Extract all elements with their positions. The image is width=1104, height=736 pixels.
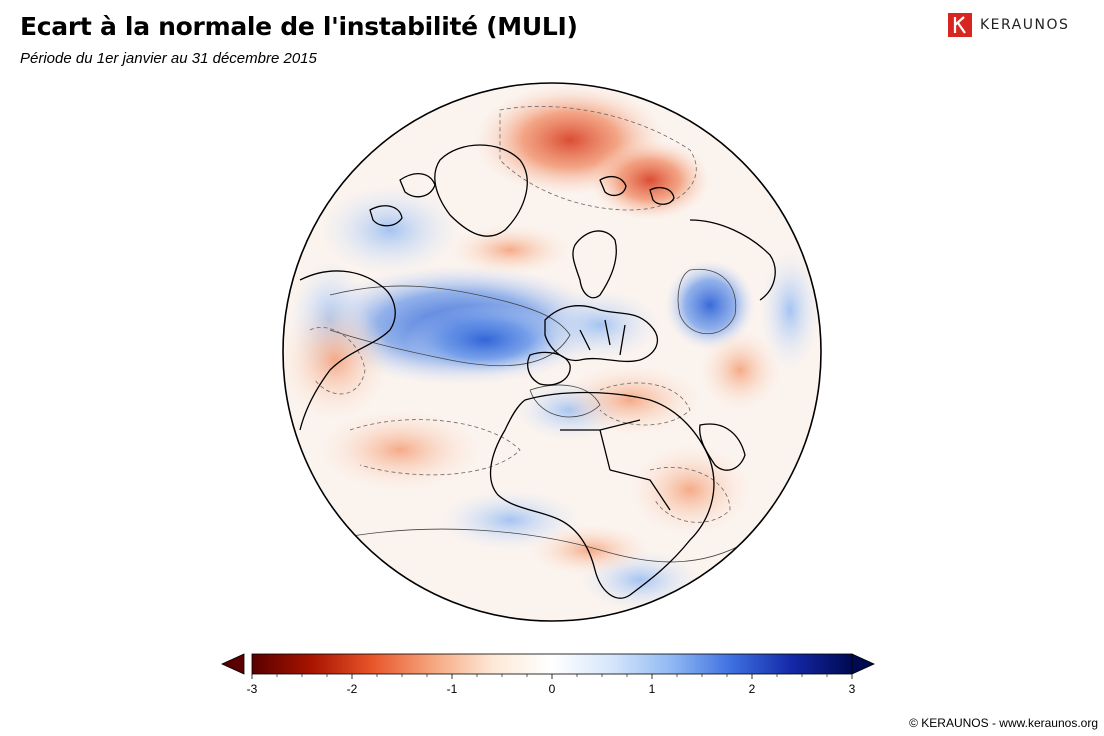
map-title: Ecart à la normale de l'instabilité (MUL… — [20, 12, 578, 41]
brand-name: KERAUNOS — [980, 17, 1070, 33]
colorbar-tick-label: 3 — [849, 682, 856, 696]
brand-logo: KERAUNOS — [948, 12, 1069, 38]
colorbar-high-arrow — [851, 653, 875, 675]
keraunos-k-icon — [948, 13, 972, 37]
colorbar-tick-label: -2 — [347, 682, 358, 696]
colorbar-tick-label: 2 — [749, 682, 756, 696]
colorbar-low-arrow — [221, 653, 245, 675]
colorbar: -3 -2 -1 0 1 2 3 — [221, 653, 875, 696]
colorbar-bar — [251, 653, 853, 675]
map-subtitle: Période du 1er janvier au 31 décembre 20… — [20, 50, 317, 67]
colorbar-tick-label: -3 — [247, 682, 258, 696]
copyright-notice: © KERAUNOS - www.keraunos.org — [909, 716, 1098, 730]
colorbar-tick-label: 0 — [549, 682, 556, 696]
colorbar-tick-label: 1 — [649, 682, 656, 696]
colorbar-tick-label: -1 — [447, 682, 458, 696]
globe-map — [282, 82, 822, 622]
